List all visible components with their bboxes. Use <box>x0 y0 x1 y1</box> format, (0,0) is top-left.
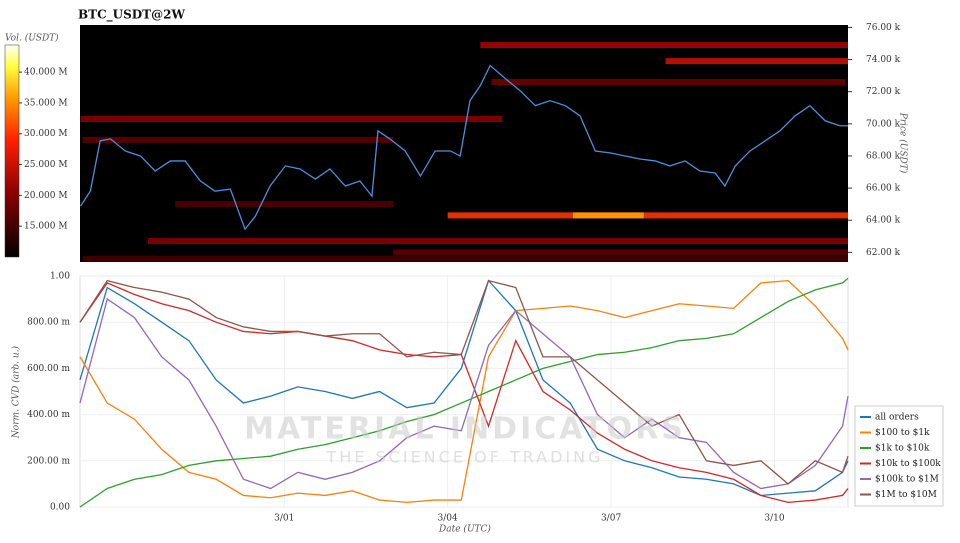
heat-cell <box>665 58 848 65</box>
y-tick-label: 72.00 k <box>866 87 901 97</box>
colorbar-tick-label: 30.000 M <box>24 129 68 139</box>
heat-cell <box>480 42 848 49</box>
legend-label: $10k to $100k <box>875 459 941 469</box>
cvd-line <box>79 279 849 497</box>
cvd-bg <box>79 275 849 508</box>
watermark-subtitle: THE SCIENCE OF TRADING <box>326 448 604 467</box>
colorbar-tick-label: 15.000 M <box>24 222 68 232</box>
y-tick-label: 600.00 m <box>27 364 70 374</box>
chart-title: BTC_USDT@2W <box>78 8 185 23</box>
y-tick-label: 62.00 k <box>866 248 901 258</box>
legend-label: $100 to $1k <box>875 428 930 438</box>
x-tick-label: 3/07 <box>601 514 621 524</box>
heat-cell <box>82 136 394 143</box>
y-tick-label: 1.00 <box>50 272 70 282</box>
heat-cell <box>572 212 644 219</box>
y-axis-label: Norm. CVD (arb. u.) <box>11 345 22 439</box>
heat-cell <box>491 79 846 86</box>
cvd-line <box>79 277 849 508</box>
y-tick-label: 64.00 k <box>866 216 901 226</box>
heat-cell <box>82 255 849 262</box>
legend <box>854 405 944 507</box>
legend-label: $1k to $10k <box>875 444 930 454</box>
x-tick-label: 3/01 <box>274 514 294 524</box>
heat-cell <box>393 249 848 256</box>
y-axis-label: Price (USDT) <box>898 112 909 174</box>
legend-label: $1M to $10M <box>875 490 937 500</box>
heat-cell <box>80 115 503 122</box>
watermark-title: MATERIAL INDICATORS <box>244 412 686 447</box>
heat-cell <box>148 238 849 245</box>
y-tick-label: 66.00 k <box>866 184 901 194</box>
colorbar-tick-label: 40.000 M <box>24 68 68 78</box>
y-tick-label: 800.00 m <box>27 318 70 328</box>
colorbar-label: Vol. (USDT) <box>5 33 59 44</box>
heatmap-bg <box>80 25 848 262</box>
legend-label: all orders <box>875 413 919 423</box>
cvd-line <box>79 298 849 490</box>
y-tick-label: 70.00 k <box>866 119 901 129</box>
cvd-line <box>79 279 849 485</box>
colorbar <box>4 44 20 258</box>
cvd-line <box>79 282 849 504</box>
price-line <box>80 64 848 231</box>
y-tick-label: 0.00 <box>50 503 70 513</box>
heat-cell <box>175 201 394 208</box>
x-tick-label: 3/04 <box>438 514 458 524</box>
y-tick-label: 200.00 m <box>27 456 70 466</box>
x-axis-label: Date (UTC) <box>438 524 491 535</box>
heat-cell <box>447 212 848 219</box>
cvd-plot <box>79 275 849 508</box>
y-tick-label: 76.00 k <box>866 23 901 33</box>
colorbar-tick-label: 20.000 M <box>24 191 68 201</box>
y-tick-label: 68.00 k <box>866 151 901 161</box>
y-tick-label: 400.00 m <box>27 410 70 420</box>
y-tick-label: 74.00 k <box>866 55 901 65</box>
legend-label: $100k to $1M <box>875 475 939 485</box>
cvd-line <box>79 279 849 504</box>
x-tick-label: 3/10 <box>764 514 784 524</box>
colorbar-tick-label: 35.000 M <box>24 98 68 108</box>
colorbar-tick-label: 25.000 M <box>24 160 68 170</box>
